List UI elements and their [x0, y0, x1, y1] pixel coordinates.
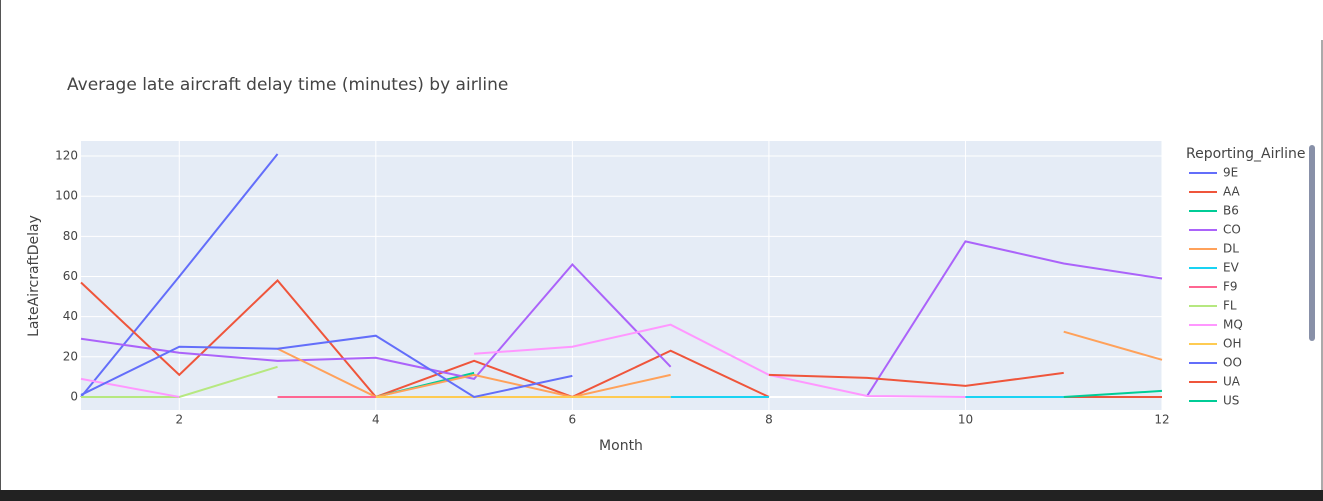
legend-label: MQ — [1223, 318, 1243, 332]
y-tick-label: 20 — [63, 349, 78, 363]
y-tick-label: 40 — [63, 309, 78, 323]
series-line — [768, 371, 1064, 387]
x-tick-label: 6 — [569, 413, 577, 427]
legend-label: F9 — [1223, 280, 1238, 294]
legend-label: FL — [1223, 299, 1237, 313]
legend-label: US — [1223, 394, 1239, 408]
x-tick-label: 10 — [958, 413, 973, 427]
bottom-bar — [0, 490, 1323, 501]
legend-label: EV — [1223, 261, 1240, 275]
cut-label: Month — [296, 0, 340, 4]
plot-area — [81, 141, 1162, 410]
legend-label: OO — [1223, 356, 1242, 370]
series-line — [80, 279, 1162, 399]
y-axis-title: LateAircraftDelay — [26, 215, 42, 337]
legend-label: DL — [1223, 242, 1239, 256]
legend-label: B6 — [1223, 204, 1239, 218]
series-line — [80, 240, 1163, 397]
legend-label: AA — [1223, 185, 1241, 199]
series-line — [80, 323, 966, 398]
series-line — [80, 334, 573, 399]
x-tick-label: 8 — [765, 413, 773, 427]
series-line — [1063, 389, 1163, 398]
x-axis-title: Month — [599, 438, 643, 454]
y-tick-label: 60 — [63, 269, 78, 283]
y-tick-label: 0 — [70, 389, 78, 403]
y-tick-label: 120 — [55, 149, 78, 163]
legend-scrollbar[interactable] — [1309, 145, 1315, 341]
legend-label: UA — [1223, 375, 1241, 389]
series-line — [277, 330, 1163, 399]
series-line — [80, 153, 279, 398]
series-line — [81, 365, 278, 398]
x-tick-label: 4 — [372, 413, 380, 427]
y-tick-label: 80 — [63, 229, 78, 243]
x-tick-label: 2 — [175, 413, 183, 427]
x-tick-label: 12 — [1154, 413, 1169, 427]
chart-title: Average late aircraft delay time (minute… — [67, 75, 508, 95]
legend-label: OH — [1223, 337, 1241, 351]
legend-label: 9E — [1223, 166, 1238, 180]
y-tick-label: 100 — [55, 189, 78, 203]
legend-label: CO — [1223, 223, 1241, 237]
legend-title: Reporting_Airline — [1186, 146, 1306, 162]
cut-label: Month — [996, 0, 1040, 4]
